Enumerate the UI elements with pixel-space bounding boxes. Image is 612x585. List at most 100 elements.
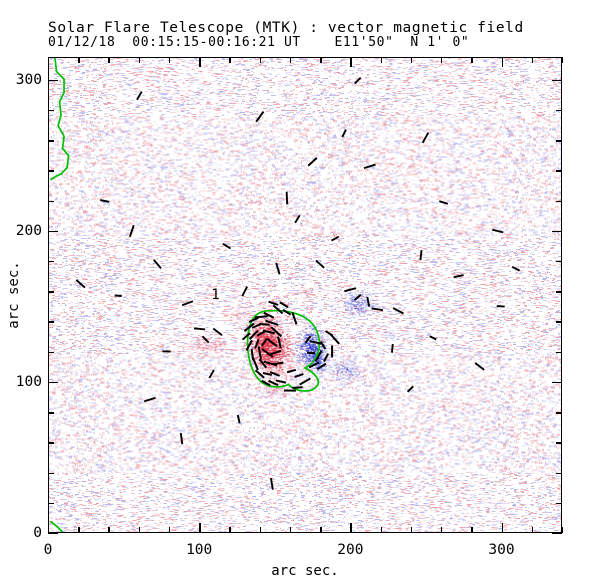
y-tick (48, 200, 54, 202)
field-vector (270, 326, 283, 338)
green-contour-overlay (49, 58, 321, 532)
x-tick-top (562, 57, 564, 63)
y-tick-right (556, 109, 562, 112)
field-vector (366, 296, 371, 307)
field-vector (258, 358, 268, 369)
field-vector (439, 200, 449, 205)
field-vector (331, 235, 340, 242)
x-tick (320, 527, 322, 533)
x-tick (501, 523, 503, 533)
transverse-field-vectors (75, 76, 520, 490)
field-vector (353, 293, 362, 301)
y-tick (48, 351, 54, 354)
field-vector (245, 339, 253, 351)
y-tick (48, 291, 54, 293)
field-vector (391, 344, 394, 353)
field-vector (330, 334, 341, 345)
field-vector (304, 335, 312, 344)
field-vector (248, 329, 259, 340)
y-tick-right (556, 502, 562, 505)
field-vector (208, 369, 215, 379)
field-vector (268, 349, 282, 356)
x-tick (229, 527, 231, 533)
field-vector (254, 369, 265, 379)
field-vector (371, 307, 384, 312)
y-tick (48, 502, 54, 505)
field-vector (474, 362, 485, 371)
field-vector (261, 348, 274, 358)
field-vector (344, 287, 357, 293)
y-tick (48, 261, 54, 263)
x-tick (108, 527, 110, 533)
y-tick-label: 200 (15, 222, 42, 239)
figure-subtitle: 01/12/18 00:15:15-00:16:21 UT E11'50" N … (48, 35, 470, 50)
x-tick-top (259, 57, 262, 63)
field-vector (236, 414, 241, 424)
y-tick-right (552, 79, 562, 82)
x-tick (471, 527, 473, 533)
field-vector (212, 327, 223, 336)
y-tick-label: 300 (15, 71, 42, 88)
field-vector (363, 163, 376, 170)
field-vector (286, 368, 297, 374)
y-tick-right (556, 321, 562, 323)
field-vector (100, 199, 110, 203)
field-vector (265, 319, 279, 326)
y-tick (48, 412, 54, 414)
x-tick-top (108, 57, 110, 63)
field-vector (254, 339, 260, 349)
x-tick (562, 527, 564, 533)
field-vector (268, 300, 279, 306)
y-axis-label: arc sec. (6, 261, 22, 329)
y-tick (48, 79, 58, 82)
y-tick-right (556, 170, 562, 172)
field-vector (272, 361, 284, 366)
field-vector (136, 91, 143, 101)
field-vector (294, 373, 304, 378)
field-vector (279, 301, 289, 309)
field-vector (309, 340, 322, 345)
field-vector (269, 371, 281, 377)
y-tick-right (552, 381, 562, 384)
y-tick-right (556, 351, 562, 354)
field-vector (282, 308, 292, 316)
y-tick-right (556, 291, 562, 293)
field-vector (315, 259, 325, 269)
field-vector (241, 286, 248, 297)
x-tick (48, 523, 50, 533)
field-vector (262, 329, 275, 335)
x-tick-top (229, 57, 231, 63)
x-tick (441, 527, 443, 533)
x-tick (380, 527, 382, 533)
x-tick (78, 527, 80, 533)
y-tick (48, 442, 54, 444)
field-vector (323, 353, 330, 362)
field-vector (275, 262, 281, 275)
y-tick-right (556, 261, 562, 263)
field-vector (262, 371, 273, 376)
x-tick-top (471, 57, 473, 63)
field-vector (406, 385, 414, 393)
x-tick-label: 200 (337, 542, 364, 558)
x-tick (168, 527, 171, 533)
x-tick-top (138, 57, 141, 63)
field-vector (263, 311, 275, 319)
field-vector (294, 214, 301, 224)
y-tick (48, 472, 54, 474)
field-vector (492, 228, 504, 234)
field-vector (243, 322, 255, 332)
field-vector (222, 243, 232, 250)
field-vector (419, 249, 423, 261)
x-tick-top (501, 57, 503, 67)
x-tick-label: 100 (186, 542, 213, 558)
x-tick-top (380, 57, 382, 63)
x-tick-label: 300 (488, 542, 515, 558)
x-tick (350, 523, 352, 533)
field-vector (453, 274, 464, 279)
field-vector (193, 327, 206, 331)
x-tick-top (531, 57, 534, 63)
field-vector (314, 350, 323, 362)
x-tick-top (350, 57, 352, 67)
x-tick-top (199, 57, 201, 67)
